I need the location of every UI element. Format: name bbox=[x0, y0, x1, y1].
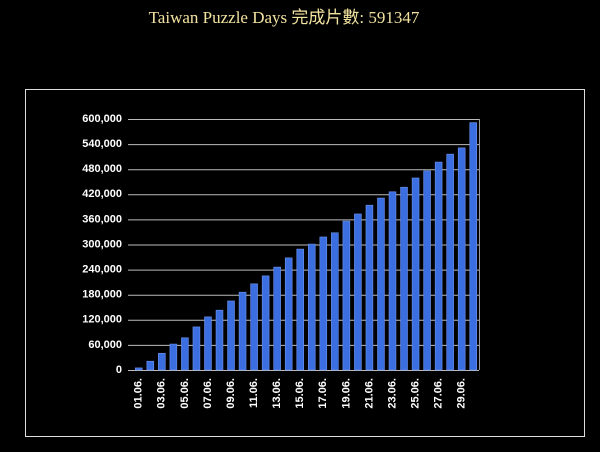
bar bbox=[434, 161, 443, 371]
bar bbox=[308, 243, 316, 371]
bar bbox=[158, 352, 166, 371]
bar bbox=[400, 186, 408, 371]
bar bbox=[354, 213, 362, 371]
bar bbox=[192, 326, 201, 371]
x-tick-label: 09.06. bbox=[225, 378, 237, 409]
x-tick-label: 17.06. bbox=[317, 378, 329, 409]
bar bbox=[446, 153, 454, 371]
x-tick-label: 05.06. bbox=[179, 378, 191, 409]
y-tick-label: 540,000 bbox=[82, 138, 122, 150]
x-tick-label: 23.06. bbox=[386, 378, 398, 409]
y-tick-label: 120,000 bbox=[82, 314, 122, 326]
bar bbox=[227, 300, 235, 371]
y-tick-label: 60,000 bbox=[88, 339, 122, 351]
bar bbox=[204, 316, 212, 371]
bar bbox=[411, 177, 420, 371]
x-tick-label: 29.06. bbox=[456, 378, 468, 409]
y-tick-label: 480,000 bbox=[82, 163, 122, 175]
x-tick-label: 27.06. bbox=[433, 378, 445, 409]
bar bbox=[181, 337, 189, 371]
x-tick-label: 07.06. bbox=[202, 378, 214, 409]
y-tick-label: 360,000 bbox=[82, 213, 122, 225]
bar bbox=[319, 236, 328, 371]
x-tick-label: 11.06. bbox=[248, 378, 260, 408]
bar bbox=[261, 275, 270, 371]
bar bbox=[388, 191, 397, 371]
bar bbox=[423, 170, 431, 371]
y-tick-label: 180,000 bbox=[82, 289, 122, 301]
bar bbox=[457, 147, 466, 371]
bar bbox=[273, 266, 281, 371]
y-tick-label: 240,000 bbox=[82, 264, 122, 276]
bar bbox=[469, 122, 477, 371]
bar bbox=[135, 367, 143, 371]
y-tick-label: 420,000 bbox=[82, 188, 122, 200]
x-tick-label: 19.06. bbox=[340, 378, 352, 409]
x-tick-label: 03.06. bbox=[156, 378, 168, 409]
y-tick-label: 0 bbox=[116, 364, 122, 376]
chart-title: Taiwan Puzzle Days 完成片數: 591347 bbox=[149, 8, 420, 27]
y-tick-label: 300,000 bbox=[82, 238, 122, 250]
bar bbox=[215, 309, 224, 371]
bar bbox=[377, 197, 385, 371]
bar bbox=[284, 257, 293, 371]
bar bbox=[365, 204, 374, 371]
bar bbox=[146, 360, 155, 371]
x-tick-label: 01.06. bbox=[133, 378, 145, 409]
chart-frame bbox=[25, 89, 585, 437]
x-tick-label: 25.06. bbox=[409, 378, 421, 409]
x-tick-label: 13.06. bbox=[271, 378, 283, 409]
bar bbox=[331, 232, 339, 371]
bar bbox=[238, 291, 247, 371]
x-tick-label: 21.06. bbox=[363, 378, 375, 409]
bar bbox=[169, 343, 178, 371]
bar bbox=[342, 220, 351, 371]
bar bbox=[250, 283, 258, 371]
y-tick-label: 600,000 bbox=[82, 113, 122, 125]
bar bbox=[296, 248, 304, 371]
x-tick-label: 15.06. bbox=[294, 378, 306, 409]
